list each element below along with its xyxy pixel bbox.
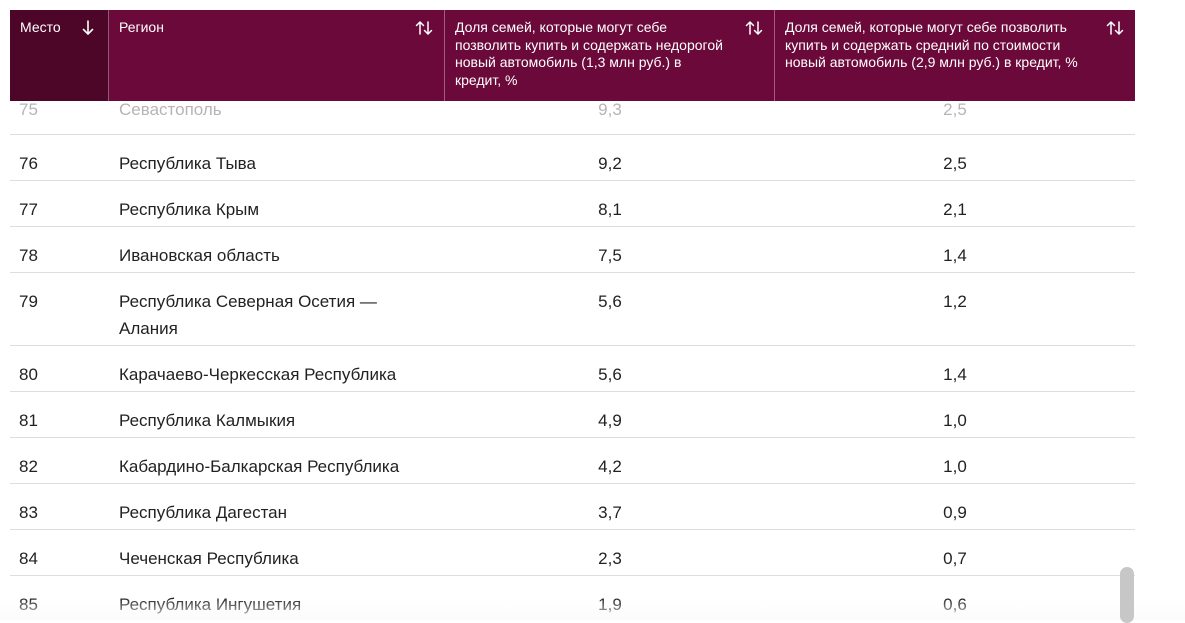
table-body: 75 Севастополь 9,3 2,5 76 Республика Тыв… — [10, 81, 1135, 620]
table-row: 85 Республика Ингушетия 1,9 0,6 — [10, 576, 1135, 620]
cell-region: Республика Тыва — [119, 154, 256, 173]
cell-cheap-car-share: 7,5 — [598, 246, 622, 265]
cell-avg-car-share: 2,1 — [943, 200, 967, 219]
cell-region: Ивановская область — [119, 246, 280, 265]
ranking-table: Место Регион Доля семей, которые могут с… — [10, 10, 1135, 620]
table-row: 84 Чеченская Республика 2,3 0,7 — [10, 530, 1135, 576]
column-header-avg-car-share[interactable]: Доля семей, которые могут себе позволить… — [775, 10, 1135, 101]
cell-avg-car-share: 1,2 — [943, 292, 967, 311]
arrow-down-icon[interactable] — [78, 18, 98, 38]
column-header-cheap-car-share[interactable]: Доля семей, которые могут себе позволить… — [445, 10, 775, 101]
cell-cheap-car-share: 3,7 — [598, 503, 622, 522]
cell-avg-car-share: 0,7 — [943, 549, 967, 568]
cell-avg-car-share: 1,4 — [943, 246, 967, 265]
cell-cheap-car-share: 8,1 — [598, 200, 622, 219]
column-header-region-label: Регион — [119, 19, 164, 35]
table-row: 78 Ивановская область 7,5 1,4 — [10, 227, 1135, 273]
cell-region: Республика Северная Осетия — Алания — [119, 292, 377, 338]
sort-updown-icon[interactable] — [414, 18, 434, 38]
cell-place: 77 — [19, 200, 38, 219]
cell-place: 76 — [19, 154, 38, 173]
table-row: 79 Республика Северная Осетия — Алания 5… — [10, 273, 1135, 346]
table-row: 82 Кабардино-Балкарская Республика 4,2 1… — [10, 438, 1135, 484]
cell-place: 83 — [19, 503, 38, 522]
column-header-place-label: Место — [20, 19, 61, 35]
sort-updown-icon[interactable] — [744, 18, 764, 38]
cell-cheap-car-share: 5,6 — [598, 292, 622, 311]
cell-cheap-car-share: 9,2 — [598, 154, 622, 173]
cell-place: 79 — [19, 292, 38, 311]
column-header-cheap-car-share-label: Доля семей, которые могут себе позволить… — [455, 19, 723, 88]
scrollbar-thumb[interactable] — [1120, 567, 1134, 623]
cell-cheap-car-share: 2,3 — [598, 549, 622, 568]
cell-place: 80 — [19, 365, 38, 384]
table-row: 75 Севастополь 9,3 2,5 — [10, 81, 1135, 135]
cell-cheap-car-share: 4,9 — [598, 411, 622, 430]
column-header-place[interactable]: Место — [10, 10, 109, 101]
table-header: Место Регион Доля семей, которые могут с… — [10, 10, 1135, 101]
cell-place: 84 — [19, 549, 38, 568]
cell-cheap-car-share: 9,3 — [598, 100, 622, 119]
table-row: 77 Республика Крым 8,1 2,1 — [10, 181, 1135, 227]
cell-region: Севастополь — [119, 100, 222, 119]
column-header-region[interactable]: Регион — [109, 10, 445, 101]
cell-avg-car-share: 0,9 — [943, 503, 967, 522]
table-row: 81 Республика Калмыкия 4,9 1,0 — [10, 392, 1135, 438]
cell-place: 75 — [19, 100, 38, 119]
table-row: 83 Республика Дагестан 3,7 0,9 — [10, 484, 1135, 530]
cell-region: Кабардино-Балкарская Республика — [119, 457, 400, 476]
cell-place: 78 — [19, 246, 38, 265]
cell-avg-car-share: 1,0 — [943, 411, 967, 430]
cell-region: Республика Ингушетия — [119, 595, 302, 614]
cell-region: Республика Дагестан — [119, 503, 288, 522]
cell-place: 81 — [19, 411, 38, 430]
cell-region: Чеченская Республика — [119, 549, 299, 568]
table-row: 76 Республика Тыва 9,2 2,5 — [10, 135, 1135, 181]
column-header-avg-car-share-label: Доля семей, которые могут себе позволить… — [785, 19, 1078, 70]
table-row: 80 Карачаево-Черкесская Республика 5,6 1… — [10, 346, 1135, 392]
cell-avg-car-share: 1,4 — [943, 365, 967, 384]
cell-region: Республика Крым — [119, 200, 260, 219]
cell-avg-car-share: 1,0 — [943, 457, 967, 476]
cell-avg-car-share: 2,5 — [943, 100, 967, 119]
cell-cheap-car-share: 4,2 — [598, 457, 622, 476]
sort-updown-icon[interactable] — [1105, 18, 1125, 38]
cell-place: 82 — [19, 457, 38, 476]
cell-region: Республика Калмыкия — [119, 411, 296, 430]
cell-place: 85 — [19, 595, 38, 614]
cell-avg-car-share: 2,5 — [943, 154, 967, 173]
cell-cheap-car-share: 1,9 — [598, 595, 622, 614]
cell-cheap-car-share: 5,6 — [598, 365, 622, 384]
cell-avg-car-share: 0,6 — [943, 595, 967, 614]
cell-region: Карачаево-Черкесская Республика — [119, 365, 397, 384]
